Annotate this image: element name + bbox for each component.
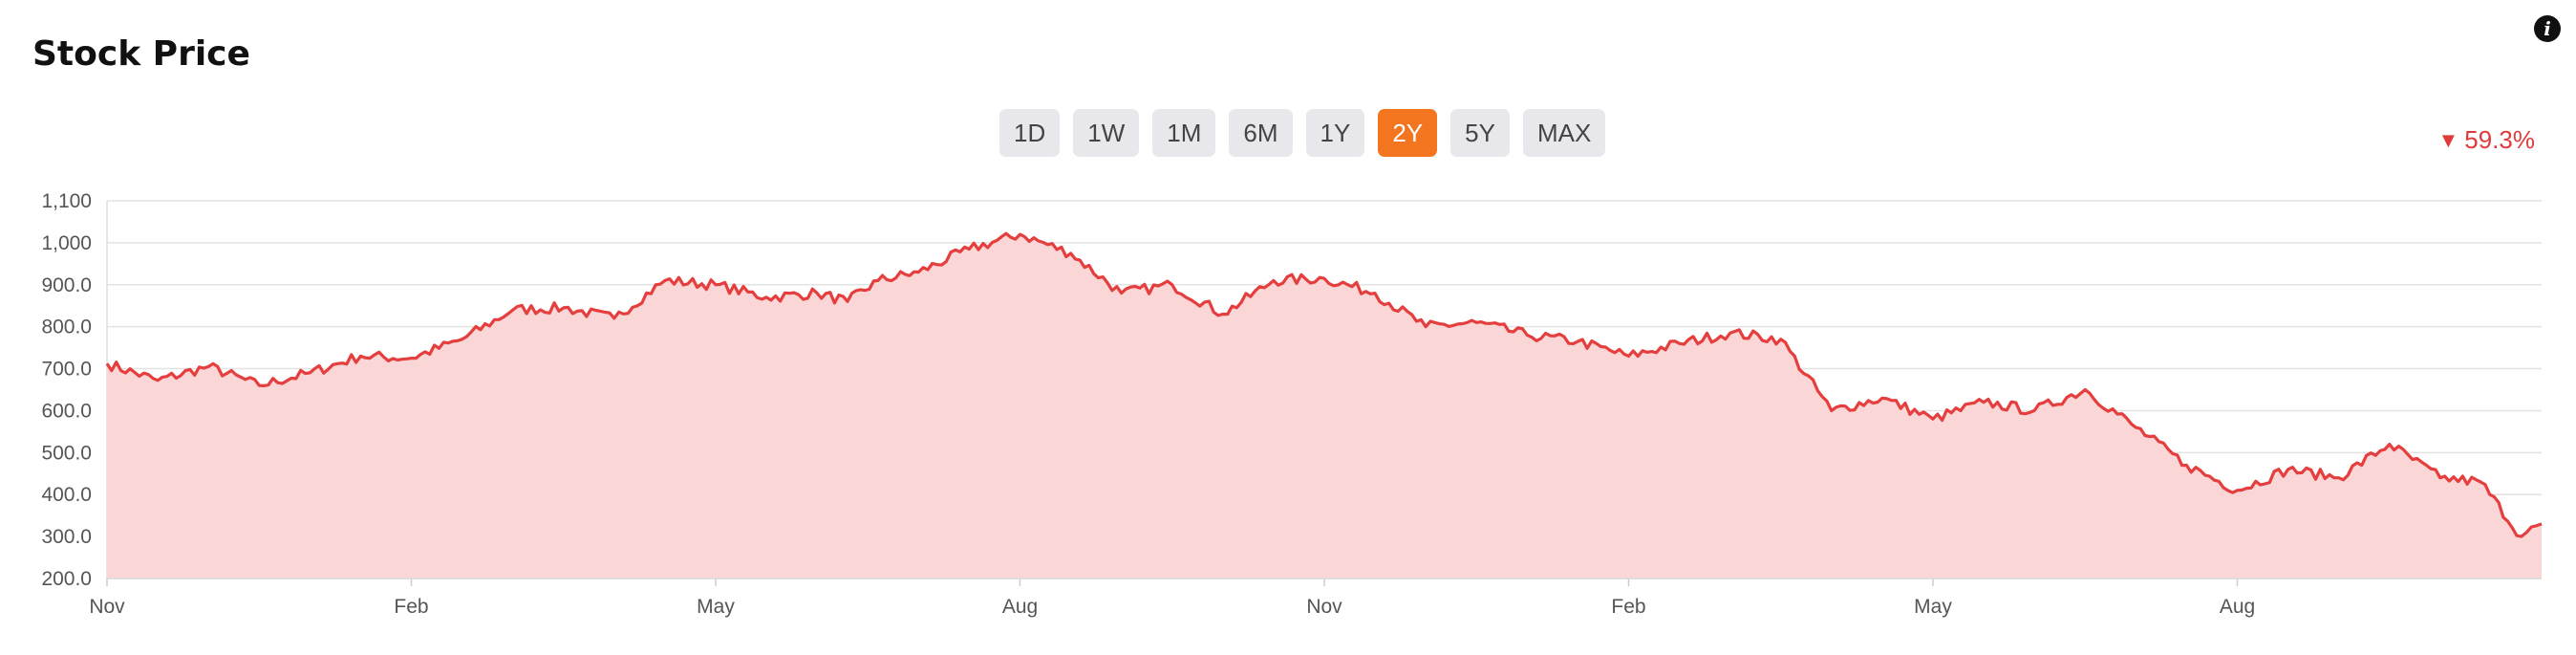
y-tick-label: 500.0 bbox=[41, 442, 92, 464]
range-button-2y[interactable]: 2Y bbox=[1378, 109, 1438, 157]
range-button-1d[interactable]: 1D bbox=[999, 109, 1061, 157]
range-selector: 1D 1W 1M 6M 1Y 2Y 5Y MAX bbox=[999, 109, 1606, 157]
range-button-6m[interactable]: 6M bbox=[1229, 109, 1293, 157]
x-tick-label: Feb bbox=[394, 596, 428, 618]
x-tick-label: May bbox=[1914, 596, 1952, 618]
stock-price-chart: 1,100 1,000 900.0 800.0 700.0 600.0 500.0 400.0… bbox=[41, 190, 2543, 618]
y-tick-label: 400.0 bbox=[41, 484, 92, 506]
price-change-value: 59.3% bbox=[2464, 125, 2535, 154]
page-title: Stock Price bbox=[32, 34, 250, 74]
range-button-1m[interactable]: 1M bbox=[1152, 109, 1216, 157]
y-tick-label: 1,000 bbox=[41, 232, 92, 254]
range-button-1y[interactable]: 1Y bbox=[1305, 109, 1365, 157]
triangle-down-icon: ▼ bbox=[2437, 127, 2459, 152]
range-button-5y[interactable]: 5Y bbox=[1450, 109, 1510, 157]
y-tick-label: 900.0 bbox=[41, 274, 92, 296]
range-button-1w[interactable]: 1W bbox=[1073, 109, 1140, 157]
price-change: ▼ 59.3% bbox=[2437, 125, 2535, 155]
y-tick-label: 300.0 bbox=[41, 526, 92, 548]
price-area bbox=[107, 233, 2542, 579]
y-tick-label: 800.0 bbox=[41, 317, 92, 338]
range-button-max[interactable]: MAX bbox=[1522, 109, 1606, 157]
info-icon[interactable]: i bbox=[2534, 15, 2561, 42]
x-tick-label: Aug bbox=[2220, 596, 2255, 618]
x-tick-label: Aug bbox=[1002, 596, 1038, 618]
y-tick-label: 1,100 bbox=[41, 190, 92, 212]
y-tick-label: 700.0 bbox=[41, 359, 92, 381]
x-tick-label: Nov bbox=[1306, 596, 1342, 618]
y-tick-label: 600.0 bbox=[41, 400, 92, 422]
price-line bbox=[105, 231, 2543, 538]
x-tick-label: May bbox=[697, 596, 735, 618]
x-tick-label: Feb bbox=[1611, 596, 1645, 618]
y-tick-label: 200.0 bbox=[41, 568, 92, 590]
x-tick-label: Nov bbox=[89, 596, 125, 618]
